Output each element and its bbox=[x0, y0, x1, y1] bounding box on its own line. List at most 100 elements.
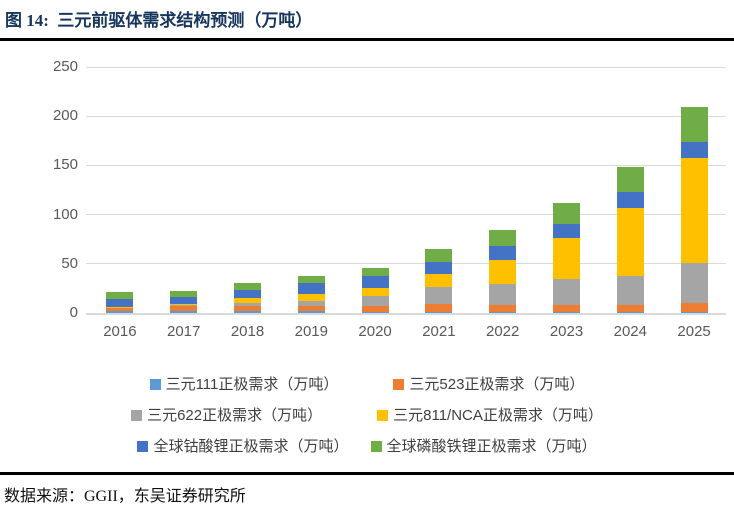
bar-segment bbox=[361, 276, 389, 288]
bar-segment bbox=[616, 304, 644, 313]
bar-segment bbox=[106, 307, 134, 311]
bar-segment bbox=[425, 274, 453, 288]
legend-item: 三元811/NCA正极需求（万吨） bbox=[377, 405, 603, 426]
bar-segment bbox=[106, 310, 134, 313]
bar-2025 bbox=[680, 0, 708, 313]
bar-segment bbox=[361, 311, 389, 313]
x-tick-label-2023: 2023 bbox=[549, 323, 584, 340]
x-tick-label-2020: 2020 bbox=[358, 323, 392, 340]
bar-segment bbox=[297, 275, 325, 283]
legend-item: 三元111正极需求（万吨） bbox=[149, 374, 339, 395]
x-tick-label-2024: 2024 bbox=[613, 323, 647, 340]
bar-segment bbox=[616, 192, 644, 209]
x-tick-label-2018: 2018 bbox=[230, 323, 265, 340]
footer-divider bbox=[0, 472, 734, 475]
y-tick-label-0: 0 bbox=[69, 304, 78, 321]
bar-2022 bbox=[489, 0, 517, 313]
bar-2020 bbox=[361, 0, 389, 313]
legend-row: 三元111正极需求（万吨） 三元523正极需求（万吨） bbox=[0, 374, 734, 395]
gridline-150 bbox=[86, 164, 726, 166]
bar-segment bbox=[616, 208, 644, 276]
bar-segment bbox=[170, 310, 198, 313]
bar-segment bbox=[234, 282, 261, 290]
bar-2016 bbox=[106, 0, 134, 313]
bar-segment bbox=[489, 259, 517, 284]
bar-segment bbox=[616, 166, 644, 193]
bar-segment bbox=[361, 268, 389, 277]
bar-segment bbox=[680, 263, 708, 304]
y-tick-label-250: 250 bbox=[52, 58, 78, 75]
bar-segment bbox=[170, 306, 198, 311]
bar-segment bbox=[553, 223, 580, 239]
y-tick-label-200: 200 bbox=[52, 107, 78, 125]
bar-segment bbox=[297, 282, 325, 294]
x-tick-label-2017: 2017 bbox=[167, 323, 201, 340]
bar-segment bbox=[297, 301, 325, 307]
bar-segment bbox=[234, 311, 261, 313]
y-tick-label-150: 150 bbox=[52, 156, 78, 174]
bar-segment bbox=[680, 142, 708, 159]
bar-segment bbox=[170, 304, 198, 306]
bar-segment bbox=[553, 238, 580, 279]
bar-segment bbox=[680, 312, 708, 313]
y-tick-label-100: 100 bbox=[52, 205, 78, 223]
bar-segment bbox=[425, 304, 453, 312]
legend-swatch-icon bbox=[137, 441, 149, 452]
y-tick-label-50: 50 bbox=[61, 254, 78, 272]
bar-segment bbox=[489, 304, 517, 312]
legend-swatch-icon bbox=[370, 441, 382, 452]
title-divider bbox=[0, 38, 734, 41]
bar-segment bbox=[106, 292, 134, 300]
bar-2024 bbox=[616, 0, 644, 313]
bar-segment bbox=[361, 296, 389, 307]
legend-item: 三元523正极需求（万吨） bbox=[393, 374, 584, 395]
gridline-250 bbox=[86, 66, 726, 68]
legend-item: 三元622正极需求（万吨） bbox=[131, 405, 322, 426]
chart-area: 0 50 100 150 200 250 2016 2017 2018 2019 2020 2021… bbox=[0, 0, 734, 467]
bar-segment bbox=[170, 290, 198, 298]
bar-segment bbox=[425, 261, 453, 275]
x-tick-label-2019: 2019 bbox=[294, 323, 328, 340]
x-tick-label-2025: 2025 bbox=[677, 323, 711, 340]
legend-item: 全球钴酸锂正极需求（万吨） bbox=[137, 436, 349, 457]
bar-segment bbox=[234, 289, 261, 299]
bar-segment bbox=[106, 299, 134, 307]
bar-segment bbox=[489, 312, 517, 313]
bar-segment bbox=[170, 305, 198, 307]
legend-row: 三元622正极需求（万吨） 三元811/NCA正极需求（万吨） bbox=[0, 405, 734, 426]
bar-segment bbox=[489, 245, 517, 260]
legend-label: 三元111正极需求（万吨） bbox=[165, 376, 339, 393]
bar-segment bbox=[680, 158, 708, 264]
data-source-text: 数据来源：GGII，东吴证券研究所 bbox=[4, 488, 246, 505]
bar-2017 bbox=[170, 0, 198, 313]
legend-label: 三元523正极需求（万吨） bbox=[409, 376, 585, 393]
x-tick-label-2021: 2021 bbox=[422, 323, 456, 340]
bar-segment bbox=[361, 288, 389, 297]
legend-swatch-icon bbox=[131, 410, 143, 421]
bar-segment bbox=[553, 312, 580, 313]
gridline-200 bbox=[86, 115, 726, 117]
gridline-100 bbox=[86, 214, 726, 216]
bar-2023 bbox=[553, 0, 580, 313]
bar-segment bbox=[297, 311, 325, 313]
bar-segment bbox=[425, 287, 453, 305]
legend-row: 全球钴酸锂正极需求（万吨） 全球磷酸铁锂正极需求（万吨） bbox=[0, 436, 734, 457]
legend-swatch-icon bbox=[377, 410, 389, 421]
legend-label: 全球磷酸铁锂正极需求（万吨） bbox=[386, 438, 597, 455]
legend-label: 三元622正极需求（万吨） bbox=[147, 407, 323, 424]
bar-segment bbox=[425, 311, 453, 313]
bar-segment bbox=[553, 278, 580, 305]
bar-segment bbox=[234, 302, 261, 307]
bar-segment bbox=[489, 229, 517, 246]
bar-segment bbox=[234, 306, 261, 312]
figure-title: 图 14: 三元前驱体需求结构预测（万吨） bbox=[5, 11, 313, 30]
chart-legend: 三元111正极需求（万吨） 三元523正极需求（万吨） 三元622正极需求（万吨）三… bbox=[0, 374, 734, 467]
bar-segment bbox=[425, 248, 453, 262]
legend-label: 三元811/NCA正极需求（万吨） bbox=[393, 407, 603, 424]
legend-swatch-icon bbox=[393, 379, 405, 390]
bar-segment bbox=[234, 298, 261, 303]
x-tick-label-2016: 2016 bbox=[103, 323, 137, 340]
gridline-0 bbox=[86, 313, 726, 315]
bar-segment bbox=[170, 297, 198, 305]
